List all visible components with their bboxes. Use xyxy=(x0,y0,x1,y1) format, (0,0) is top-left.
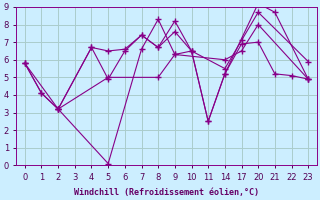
X-axis label: Windchill (Refroidissement éolien,°C): Windchill (Refroidissement éolien,°C) xyxy=(74,188,259,197)
